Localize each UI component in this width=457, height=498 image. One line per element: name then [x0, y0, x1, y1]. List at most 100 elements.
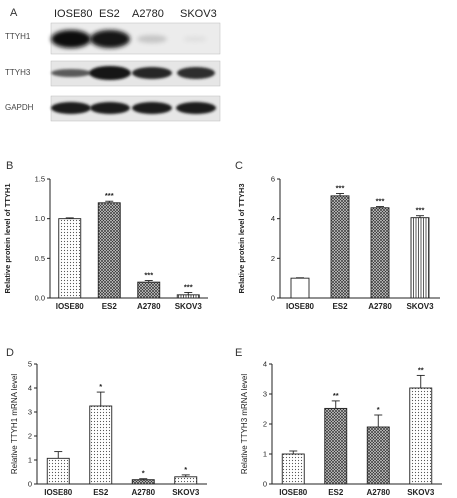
- category-label-iose80: IOSE80: [286, 302, 315, 311]
- significance-label: *: [99, 382, 102, 391]
- band-ttyh1-skov3: [183, 36, 207, 42]
- bar-iose80: [46, 457, 70, 485]
- lane-label-iose80: IOSE80: [54, 8, 93, 20]
- blot-strip-gapdh: [50, 95, 221, 122]
- y-tick-label: 1.0: [35, 214, 45, 223]
- band-ttyh3-es2: [89, 66, 131, 80]
- bar-a2780: [366, 426, 390, 485]
- bar-iose80: [58, 218, 82, 299]
- category-label-es2: ES2: [328, 488, 344, 497]
- significance-label: ***: [376, 197, 385, 206]
- y-tick-label: 4: [271, 214, 275, 223]
- chart-panel-b: B 0.0 0.5 1.0 1.5 Relative protein level of T…: [3, 160, 208, 311]
- significance-label: **: [418, 365, 424, 374]
- significance-label: ***: [184, 282, 193, 291]
- category-label-skov3: SKOV3: [172, 488, 200, 497]
- category-label-iose80: IOSE80: [44, 488, 73, 497]
- category-label-a2780: A2780: [137, 302, 161, 311]
- y-axis-title: Relative protein level of TTYH1: [3, 183, 12, 293]
- band-gapdh-iose80: [51, 102, 91, 114]
- y-tick-label: 4: [263, 360, 267, 369]
- bar-skov3: [176, 294, 200, 299]
- y-tick-label: 2: [263, 420, 267, 429]
- y-tick-label: 6: [271, 175, 275, 184]
- bar-skov3: [174, 476, 198, 485]
- bar-es2: [97, 202, 121, 299]
- y-tick-label: 3: [263, 390, 267, 399]
- band-ttyh1-iose80: [51, 30, 91, 48]
- category-label-a2780: A2780: [131, 488, 155, 497]
- category-label-a2780: A2780: [366, 488, 390, 497]
- y-axis-title: Relative TTYH3 mRNA level: [240, 374, 249, 475]
- bar-skov3: [410, 217, 430, 299]
- category-label-iose80: IOSE80: [279, 488, 308, 497]
- lane-label-skov3: SKOV3: [180, 8, 217, 20]
- band-gapdh-skov3: [176, 102, 216, 114]
- category-label-a2780: A2780: [368, 302, 392, 311]
- row-label-ttyh1: TTYH1: [5, 32, 31, 41]
- category-label-skov3: SKOV3: [175, 302, 203, 311]
- band-ttyh3-iose80: [51, 69, 91, 77]
- y-tick-label: 1.5: [35, 175, 45, 184]
- significance-label: ***: [416, 206, 425, 215]
- category-label-es2: ES2: [332, 302, 348, 311]
- category-label-es2: ES2: [102, 302, 118, 311]
- row-label-ttyh3: TTYH3: [5, 68, 31, 77]
- band-gapdh-es2: [90, 102, 130, 114]
- panel-label-c: C: [235, 160, 243, 172]
- bar-a2780: [131, 479, 155, 485]
- y-tick-label: 0.5: [35, 254, 45, 263]
- y-tick-label: 2: [271, 254, 275, 263]
- y-tick-label: 3: [28, 408, 32, 417]
- significance-label: *: [142, 469, 145, 478]
- row-label-gapdh: GAPDH: [5, 103, 34, 112]
- category-label-skov3: SKOV3: [407, 488, 435, 497]
- y-tick-label: 0: [263, 480, 267, 489]
- chart-panel-c: C 0 2 4 6 Relative protein level of TTYH3 IOSE…: [235, 160, 440, 311]
- blot-strip-ttyh1: [50, 22, 221, 55]
- bar-es2: [330, 195, 350, 299]
- significance-label: *: [377, 405, 380, 414]
- bar-iose80: [290, 277, 310, 299]
- y-tick-label: 0: [28, 480, 32, 489]
- significance-label: *: [184, 465, 187, 474]
- significance-label: ***: [336, 183, 345, 192]
- chart-panel-d: D 0 1 2 3 4 5 Relative TTYH1 mRNA level IOSE80 * E…: [6, 347, 207, 497]
- bar-iose80: [281, 453, 305, 485]
- western-blot: A IOSE80 ES2 A2780 SKOV3 TTYH1 TTYH3 GAP…: [5, 7, 221, 122]
- significance-label: ***: [105, 191, 114, 200]
- category-label-iose80: IOSE80: [56, 302, 85, 311]
- y-tick-label: 5: [28, 360, 32, 369]
- band-ttyh1-es2: [90, 30, 130, 48]
- category-label-es2: ES2: [93, 488, 109, 497]
- panel-label-e: E: [235, 347, 242, 359]
- panel-label-d: D: [6, 347, 14, 359]
- bar-a2780: [370, 207, 390, 299]
- significance-label: ***: [144, 271, 153, 280]
- lane-label-es2: ES2: [99, 8, 120, 20]
- y-tick-label: 0: [271, 294, 275, 303]
- band-ttyh1-a2780: [137, 35, 167, 43]
- band-ttyh3-a2780: [132, 67, 172, 79]
- panel-label-a: A: [10, 7, 18, 19]
- y-tick-label: 0.0: [35, 294, 45, 303]
- bar-es2: [324, 407, 348, 485]
- y-axis-title: Relative protein level of TTYH3: [237, 183, 246, 293]
- y-axis-title: Relative TTYH1 mRNA level: [10, 374, 19, 475]
- panel-label-b: B: [6, 160, 13, 172]
- lane-label-a2780: A2780: [132, 8, 164, 20]
- category-label-skov3: SKOV3: [406, 302, 434, 311]
- band-gapdh-a2780: [132, 102, 172, 114]
- y-tick-label: 2: [28, 432, 32, 441]
- band-ttyh3-skov3: [177, 67, 215, 79]
- y-tick-label: 1: [263, 450, 267, 459]
- bar-es2: [89, 405, 113, 485]
- chart-panel-e: E 0 1 2 3 4 Relative TTYH3 mRNA level IOSE80 ** E…: [235, 347, 442, 497]
- blot-strip-ttyh3: [50, 60, 221, 87]
- y-tick-label: 4: [28, 384, 32, 393]
- bar-skov3: [409, 387, 433, 485]
- y-tick-label: 1: [28, 456, 32, 465]
- bar-a2780: [137, 281, 161, 299]
- significance-label: **: [333, 391, 339, 400]
